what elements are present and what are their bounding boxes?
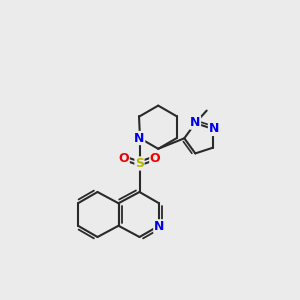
Text: N: N	[154, 220, 164, 233]
Text: O: O	[118, 152, 129, 165]
Text: N: N	[190, 116, 200, 129]
Text: N: N	[134, 131, 145, 145]
Text: N: N	[208, 122, 219, 136]
Text: S: S	[135, 157, 144, 170]
Text: O: O	[150, 152, 160, 165]
